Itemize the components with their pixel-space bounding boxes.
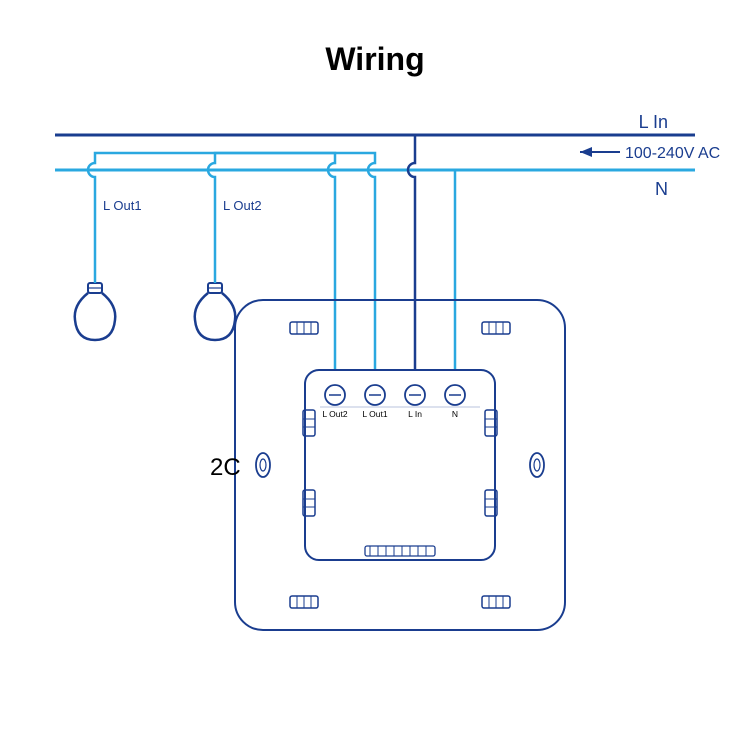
svg-text:N: N xyxy=(452,409,458,419)
voltage-indicator: 100-240V AC xyxy=(580,145,720,162)
lin-wire xyxy=(408,135,415,385)
svg-text:L Out2: L Out2 xyxy=(322,409,347,419)
svg-text:L In: L In xyxy=(408,409,422,419)
wiring-diagram: Wiring L In N 100-240V AC L Out1 L Out2 … xyxy=(0,0,750,750)
svg-text:L Out2: L Out2 xyxy=(223,198,262,213)
n-label: N xyxy=(655,179,668,199)
l-in-label: L In xyxy=(639,112,668,132)
model-label: 2C xyxy=(210,454,241,481)
voltage-label: 100-240V AC xyxy=(625,145,720,162)
bulb-2: L Out2 xyxy=(195,153,375,385)
svg-text:L Out1: L Out1 xyxy=(362,409,387,419)
svg-text:L Out1: L Out1 xyxy=(103,198,142,213)
diagram-title: Wiring xyxy=(325,41,424,77)
switch-device: L Out2 L Out1 L In N xyxy=(235,300,565,630)
bulb-1: L Out1 xyxy=(75,153,335,385)
